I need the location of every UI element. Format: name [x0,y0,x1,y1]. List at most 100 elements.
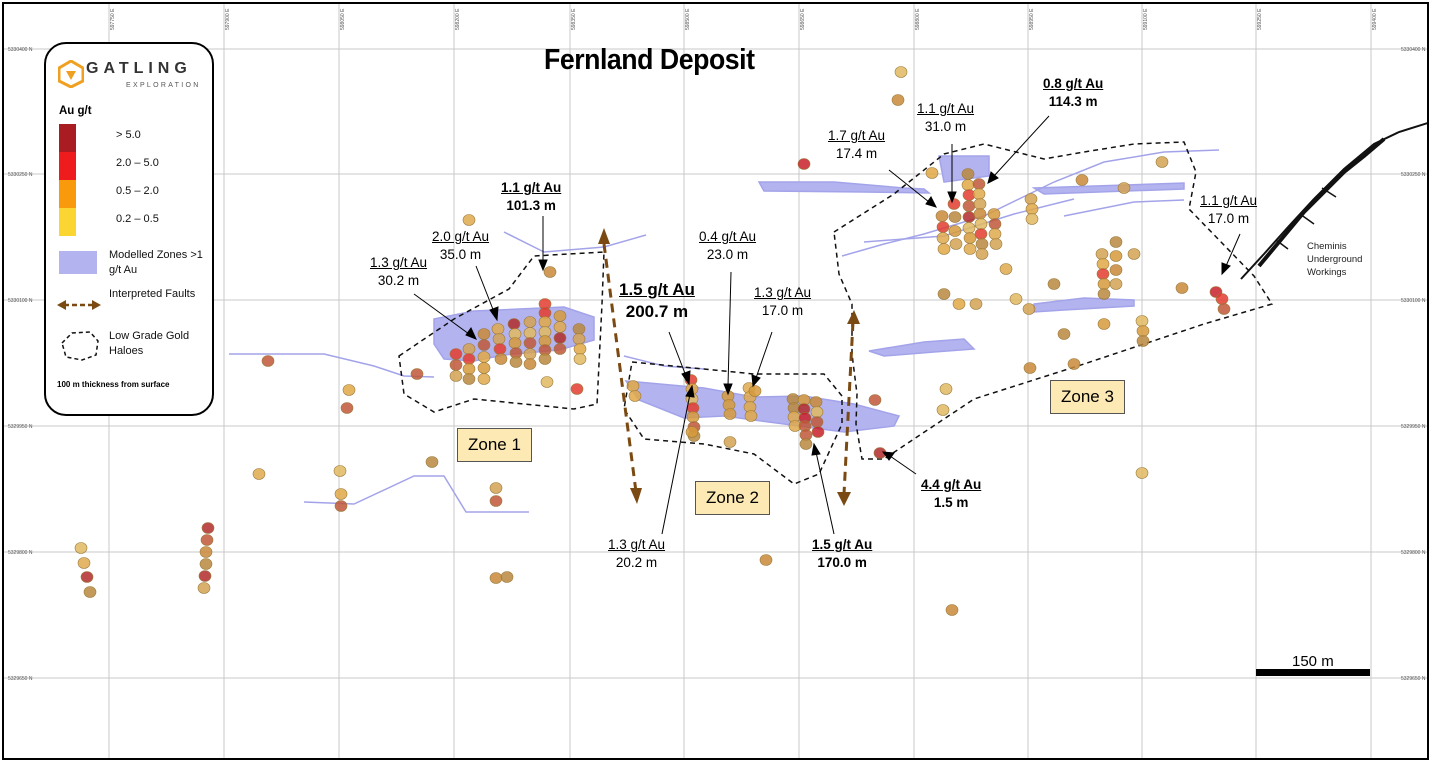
drill-hole-marker [626,380,640,392]
drill-hole-marker [493,343,507,355]
drill-hole-marker [948,225,962,237]
drill-hole-marker [261,355,275,367]
northing-label-left: 5329650 N [8,676,33,682]
drill-hole-marker [1025,203,1039,215]
drill-hole-marker [811,426,825,438]
northing-label-left: 5330250 N [8,172,33,178]
drill-hole-marker [1022,303,1036,315]
drill-hole-marker [723,436,737,448]
intercept-label: 2.0 g/t Au 35.0 m [432,229,490,262]
drill-hole-marker [477,351,491,363]
drill-hole-marker [449,370,463,382]
drill-hole-marker [1109,236,1123,248]
easting-label-top: 599400 E [1372,8,1378,30]
easting-label-top: 598650 E [800,8,806,30]
low-grade-haloes [398,141,1274,485]
drill-hole-marker [952,298,966,310]
drill-hole-marker [494,353,508,365]
drill-hole-marker [74,542,88,554]
drill-hole-marker [972,188,986,200]
drill-hole-marker [809,396,823,408]
legend-note: 100 m thickness from surface [57,380,170,389]
drill-hole-marker [948,211,962,223]
drill-hole-marker [543,266,557,278]
drill-hole-marker [1024,193,1038,205]
drill-hole-marker [1136,335,1150,347]
drill-hole-marker [1215,293,1229,305]
northing-label-left: 5329800 N [8,550,33,556]
drill-hole-marker [1023,362,1037,374]
grade-class-label: 0.2 – 0.5 [116,213,159,225]
drill-hole-marker [199,558,213,570]
drill-hole-marker [489,495,503,507]
drill-hole-marker [989,238,1003,250]
drill-hole-marker [949,238,963,250]
intercept-label: 4.4 g/t Au 1.5 m [921,477,982,510]
easting-label-top: 599250 E [1257,8,1263,30]
drill-hole-marker [962,211,976,223]
drill-hole-marker [1057,328,1071,340]
northing-label-right: 5330250 N [1401,172,1426,178]
drill-hole-marker [523,327,537,339]
easting-label-top: 598950 E [1029,8,1035,30]
drill-hole-marker [572,333,586,345]
modelled-zone-swatch [59,251,97,274]
drill-hole-marker [1097,278,1111,290]
map-legend: GATLING EXPLORATION Au g/t > 5.0 2.0 – 5… [44,42,214,416]
drill-hole-marker [553,343,567,355]
drill-hole-marker [570,383,584,395]
easting-label-top: 597900 E [225,8,231,30]
drill-hole-marker [477,373,491,385]
drill-hole-marker [936,232,950,244]
drill-hole-marker [1155,156,1169,168]
drill-hole-marker [987,208,1001,220]
drill-hole-marker [1117,182,1131,194]
drill-hole-marker [1067,358,1081,370]
drill-hole-marker [1009,293,1023,305]
drill-hole-marker [936,221,950,233]
drill-hole-marker [523,337,537,349]
drill-hole-marker [988,228,1002,240]
drill-hole-marker [975,248,989,260]
zone-label-1: Zone 1 [457,428,532,462]
drill-hole-marker [1047,278,1061,290]
drill-hole-marker [974,228,988,240]
intercept-label: 1.1 g/t Au 101.3 m [501,180,562,213]
northing-label-right: 5330100 N [1401,298,1426,304]
northing-label-left: 5330100 N [8,298,33,304]
legend-haloes: Low Grade Gold Haloes [109,330,190,357]
grade-swatch [59,180,76,208]
drill-hole-marker [925,167,939,179]
drill-hole-marker [972,178,986,190]
drill-hole-marker [489,482,503,494]
drill-hole-marker [523,348,537,360]
drill-hole-marker [340,402,354,414]
drill-hole-marker [573,343,587,355]
drill-hole-marker [1135,467,1149,479]
drill-hole-marker [77,557,91,569]
drill-hole-marker [935,210,949,222]
drill-hole-marker [868,394,882,406]
drill-hole-marker [477,328,491,340]
easting-label-top: 598200 E [455,8,461,30]
cheminis-workings-label: Cheminis Underground Workings [1307,241,1363,278]
easting-label-top: 598800 E [915,8,921,30]
drill-hole-marker [1109,278,1123,290]
drill-hole-marker [573,353,587,365]
grade-class-label: 2.0 – 5.0 [116,157,159,169]
zone-label-3: Zone 3 [1050,380,1125,414]
drill-hole-marker [201,522,215,534]
drill-hole-marker [523,316,537,328]
drill-hole-marker [810,406,824,418]
drill-hole-marker [1097,288,1111,300]
grade-class-label: 0.5 – 2.0 [116,185,159,197]
easting-label-top: 597750 E [110,8,116,30]
cheminis-workings [1240,122,1427,280]
drill-hole-marker [449,348,463,360]
map-title: Fernland Deposit [544,44,755,76]
drill-hole-marker [507,318,521,330]
drill-hole-marker [334,488,348,500]
drill-hole-marker [748,385,762,397]
drill-hole-marker [937,288,951,300]
